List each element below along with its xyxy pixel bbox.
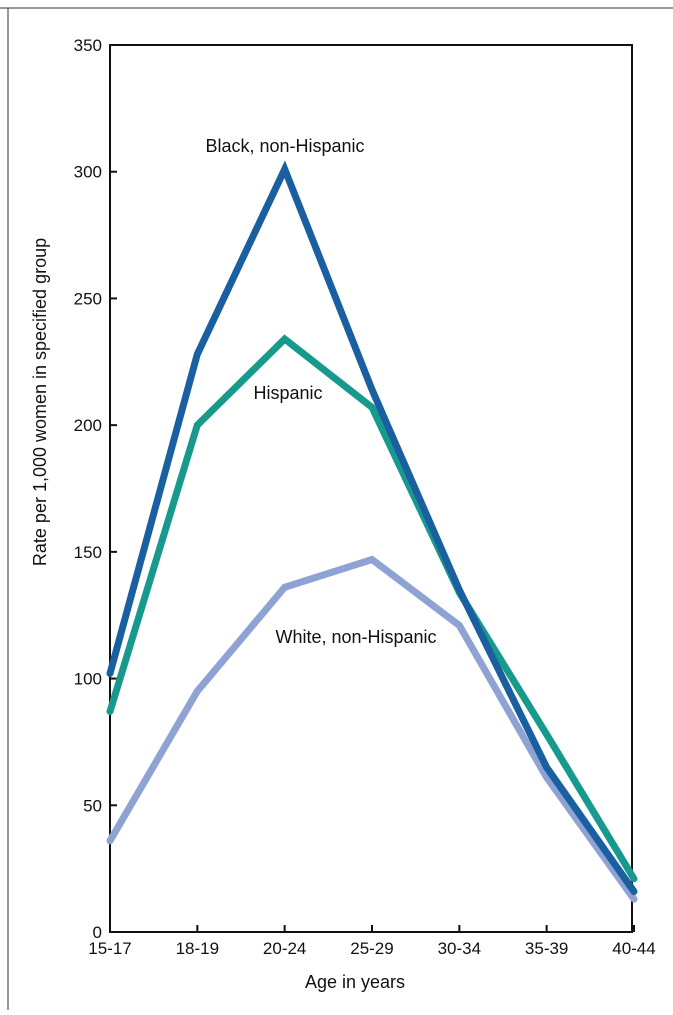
plot-border	[110, 45, 632, 932]
y-tick-label: 250	[74, 289, 102, 308]
x-tick-label: 25-29	[350, 939, 393, 958]
series-label-black-non-hispanic: Black, non-Hispanic	[205, 136, 364, 156]
y-tick-label: 350	[74, 36, 102, 55]
y-tick-label: 150	[74, 543, 102, 562]
series-label-hispanic: Hispanic	[253, 383, 322, 403]
x-tick-label: 40-44	[612, 939, 655, 958]
y-tick-label: 300	[74, 163, 102, 182]
series-label-white-non-hispanic: White, non-Hispanic	[275, 627, 436, 647]
x-tick-label: 20-24	[263, 939, 306, 958]
x-axis-title: Age in years	[305, 972, 405, 992]
series-line-white-non-hispanic	[110, 560, 634, 900]
series-line-hispanic	[110, 339, 634, 879]
y-tick-label: 50	[83, 796, 102, 815]
y-axis-title: Rate per 1,000 women in specified group	[30, 238, 50, 566]
x-tick-label: 30-34	[438, 939, 481, 958]
y-tick-label: 200	[74, 416, 102, 435]
y-tick-label: 100	[74, 670, 102, 689]
x-tick-label: 18-19	[176, 939, 219, 958]
series-line-black-non-hispanic	[110, 169, 634, 891]
x-tick-label: 15-17	[88, 939, 131, 958]
x-tick-label: 35-39	[525, 939, 568, 958]
